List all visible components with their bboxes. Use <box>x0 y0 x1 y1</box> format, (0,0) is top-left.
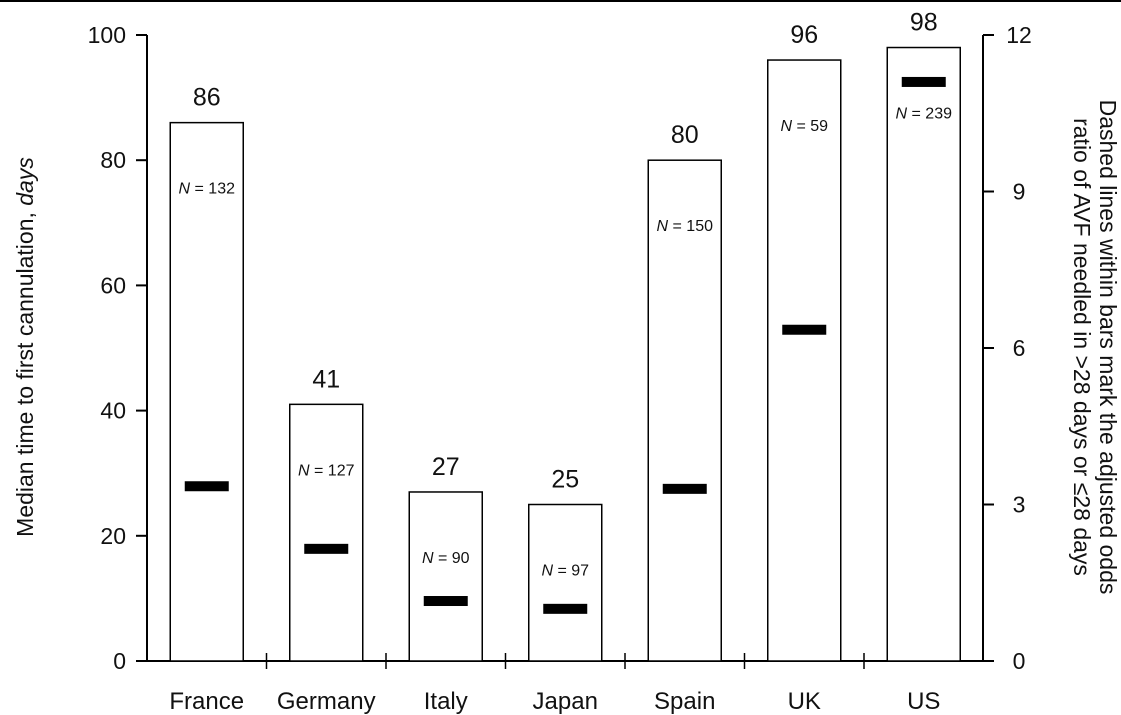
bar-n-label: N = 90 <box>422 550 470 567</box>
odds-ratio-marker <box>423 596 468 607</box>
bar <box>767 59 842 662</box>
labels: 0 20 40 60 80 100 0 3 6 9 12 86 N = 132 France 41 N = 1… <box>88 9 1032 715</box>
bar-value-label: 27 <box>432 453 460 481</box>
bar-n-label: N = 127 <box>298 462 355 479</box>
bar-value-label: 86 <box>193 84 221 112</box>
y-tick-label: 20 <box>100 523 126 549</box>
bar <box>528 503 603 662</box>
y2-tick-label: 9 <box>1013 179 1026 205</box>
bar-value-label: 80 <box>671 121 699 149</box>
category-label: Japan <box>533 688 598 715</box>
bar <box>289 403 364 662</box>
odds-ratio-marker <box>782 324 827 335</box>
category-label: Germany <box>277 688 376 715</box>
y-tick-label: 40 <box>100 398 126 424</box>
bars <box>169 46 961 662</box>
bar-value-label: 25 <box>551 466 579 494</box>
y-tick-label: 60 <box>100 272 126 298</box>
bar <box>169 121 244 662</box>
category-label: US <box>907 688 940 715</box>
category-label: Italy <box>424 688 468 715</box>
y2-tick-label: 6 <box>1013 335 1026 361</box>
odds-ratio-marker <box>184 481 229 492</box>
bar-value-label: 98 <box>910 9 938 37</box>
y-tick-label: 0 <box>113 648 126 674</box>
bar-value-label: 96 <box>790 21 818 49</box>
odds-ratio-marker <box>662 483 707 494</box>
bar-n-label: N = 59 <box>780 118 828 135</box>
y2-tick-label: 3 <box>1013 492 1026 518</box>
y-axis-title-right-line2: ratio of AVF needled in >28 days or ≤28 … <box>1069 118 1095 576</box>
y2-tick-label: 12 <box>1006 22 1032 48</box>
y-tick-label: 100 <box>88 22 126 48</box>
bar <box>408 491 483 662</box>
bar-n-label: N = 150 <box>657 218 714 235</box>
bar <box>647 159 722 662</box>
odds-ratio-marker <box>304 543 349 554</box>
y-axis-title-left: Median time to first cannulation, days <box>12 157 38 537</box>
y-axis-title-right-line1: Dashed lines within bars mark the adjust… <box>1095 100 1121 595</box>
bar <box>886 46 961 662</box>
y-axis-title-unit: days <box>12 157 38 206</box>
odds-ratio-marker <box>543 603 588 614</box>
category-label: UK <box>788 688 821 715</box>
bar-n-label: N = 239 <box>896 106 953 123</box>
category-label: Spain <box>654 688 715 715</box>
y-tick-label: 80 <box>100 147 126 173</box>
bar-n-label: N = 132 <box>179 181 236 198</box>
y2-tick-label: 0 <box>1013 648 1026 674</box>
bar-value-label: 41 <box>312 365 340 393</box>
y-axis-title-main: Median time to first cannulation, <box>12 206 38 537</box>
bar-n-label: N = 97 <box>541 563 589 580</box>
category-label: France <box>169 688 244 715</box>
odds-ratio-marker <box>901 76 946 87</box>
